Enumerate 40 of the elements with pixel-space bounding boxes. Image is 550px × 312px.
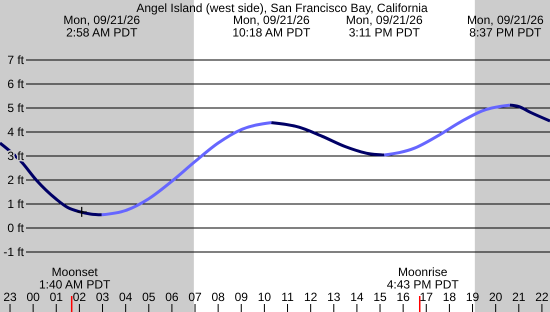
- x-tick-label: 06: [165, 290, 179, 304]
- x-tick-label: 00: [26, 290, 40, 304]
- ref-line-label: Moonrise 4:43 PM PDT: [386, 265, 460, 292]
- x-tick-label: 22: [535, 290, 549, 304]
- x-tick-label: 15: [373, 290, 388, 304]
- y-tick-label: 1 ft: [7, 197, 25, 211]
- x-tick-label: 13: [327, 290, 341, 304]
- x-tick-label: 23: [3, 290, 18, 304]
- x-tick-label: 14: [350, 290, 364, 304]
- annotation: Mon, 09/21/26 10:18 AM PDT: [232, 13, 312, 40]
- x-tick-label: 04: [118, 290, 133, 304]
- y-tick-label: 6 ft: [7, 77, 25, 91]
- y-tick-label: 3 ft: [7, 149, 25, 163]
- x-tick-label: 12: [304, 290, 318, 304]
- x-tick-label: 07: [188, 290, 202, 304]
- ref-line-label: Moonset 1:40 AM PDT: [39, 265, 112, 292]
- x-tick-label: 09: [234, 290, 248, 304]
- y-tick-label: -1 ft: [3, 245, 25, 259]
- annotation: Mon, 09/21/26 3:11 PM PDT: [346, 13, 423, 40]
- x-tick-label: 02: [72, 290, 86, 304]
- x-tick-label: 18: [442, 290, 456, 304]
- x-tick-label: 21: [512, 290, 526, 304]
- x-tick-label: 03: [96, 290, 110, 304]
- x-tick-label: 20: [488, 290, 503, 304]
- y-tick-label: 7 ft: [7, 53, 25, 67]
- annotation: Mon, 09/21/26 8:37 PM PDT: [466, 13, 544, 40]
- chart-title: Angel Island (west side), San Francisco Bay, California: [136, 1, 428, 15]
- x-tick-label: 17: [420, 290, 434, 304]
- y-tick-label: 0 ft: [7, 221, 25, 235]
- x-tick-label: 16: [396, 290, 410, 304]
- annotation: Mon, 09/21/26 2:58 AM PDT: [63, 13, 140, 40]
- x-tick-label: 11: [281, 290, 294, 304]
- x-tick-label: 10: [258, 290, 272, 304]
- y-tick-label: 5 ft: [7, 101, 25, 115]
- x-tick-label: 01: [50, 290, 64, 304]
- y-tick-label: 2 ft: [7, 173, 25, 187]
- x-tick-label: 05: [142, 290, 156, 304]
- y-tick-label: 4 ft: [7, 125, 25, 139]
- x-tick-label: 08: [211, 290, 226, 304]
- x-tick-label: 19: [466, 290, 480, 304]
